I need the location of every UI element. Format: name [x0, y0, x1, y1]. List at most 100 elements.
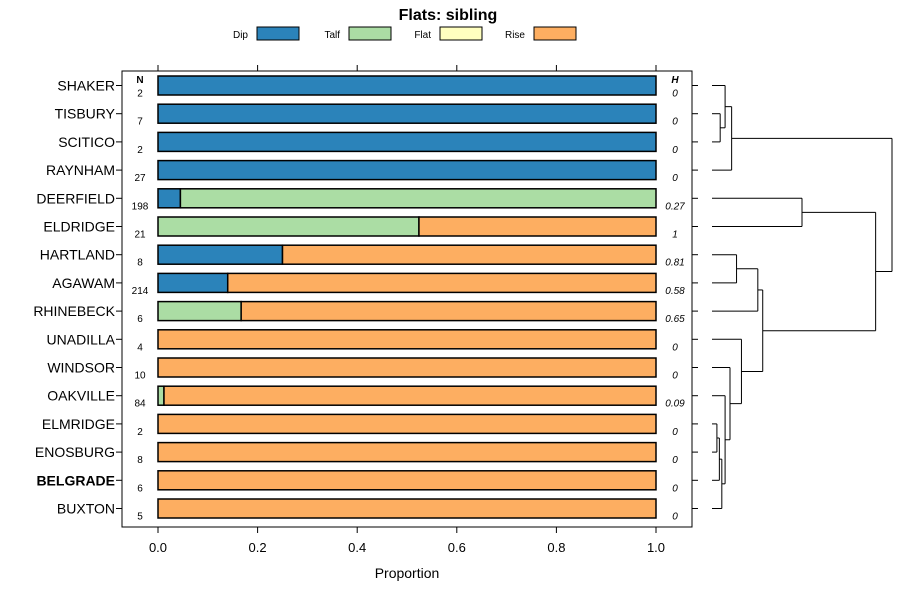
bar-rise — [226, 272, 657, 294]
bar-rows: SHAKER 2 0 TISBURY 7 0 SCITICO 2 0 RAYNHAM 27 0 DEER… — [33, 75, 698, 523]
category-label: SHAKER — [57, 78, 115, 94]
n-value: 27 — [134, 173, 146, 184]
row-oakville: OAKVILLE 84 0.09 — [47, 385, 698, 410]
legend-swatch-talf — [348, 26, 392, 41]
row-scitico: SCITICO 2 0 — [58, 131, 698, 156]
row-shaker: SHAKER 2 0 — [57, 75, 698, 100]
category-label: ENOSBURG — [35, 444, 115, 460]
category-label: TISBURY — [55, 106, 116, 122]
bar-rise — [157, 498, 657, 519]
bar-rise — [163, 385, 657, 406]
bar-rise — [157, 357, 657, 378]
chart-title: Flats: sibling — [399, 7, 498, 24]
legend: Dip Talf Flat Rise — [233, 26, 577, 41]
h-value: 0 — [672, 117, 678, 128]
n-header: N — [136, 75, 143, 86]
category-label: RAYNHAM — [46, 162, 115, 178]
bar-rise — [418, 216, 657, 237]
bar-talf — [157, 385, 165, 406]
row-windsor: WINDSOR 10 0 — [47, 357, 698, 382]
category-label: BELGRADE — [36, 472, 115, 488]
h-value: 0 — [672, 145, 678, 156]
category-label: OAKVILLE — [47, 388, 115, 404]
row-raynham: RAYNHAM 27 0 — [46, 159, 698, 184]
row-elmridge: ELMRIDGE 2 0 — [42, 413, 698, 438]
n-value: 8 — [137, 258, 143, 269]
bar-talf — [179, 188, 657, 209]
legend-swatch-flat — [439, 26, 483, 41]
row-deerfield: DEERFIELD 198 0.27 — [36, 188, 698, 212]
h-value: 0 — [672, 173, 678, 184]
n-value: 2 — [137, 145, 143, 156]
h-value: 0.58 — [665, 286, 685, 297]
bar-dip — [157, 131, 657, 153]
category-label: SCITICO — [58, 134, 115, 150]
x-tick-label: 0.2 — [249, 540, 267, 555]
n-value: 6 — [137, 314, 143, 325]
n-value: 4 — [137, 342, 143, 353]
x-axis-label: Proportion — [375, 565, 440, 581]
row-eldridge: ELDRIDGE 21 1 — [43, 216, 698, 241]
n-value: 7 — [137, 117, 143, 128]
bar-talf — [157, 300, 242, 322]
h-value: 0.65 — [665, 314, 685, 325]
row-rhinebeck: RHINEBECK 6 0.65 — [33, 300, 698, 325]
h-value: 0.09 — [665, 399, 685, 410]
bar-dip — [157, 244, 284, 265]
bar-rise — [157, 329, 657, 350]
x-tick-label: 0.8 — [547, 540, 565, 555]
h-value: 0 — [672, 371, 678, 382]
h-value: 0 — [672, 455, 678, 466]
category-label: ELMRIDGE — [42, 416, 115, 432]
legend-label-talf: Talf — [324, 30, 340, 41]
bar-rise — [157, 441, 657, 463]
category-label: BUXTON — [57, 501, 115, 517]
h-value: 1 — [672, 230, 678, 241]
plot-frame — [121, 70, 693, 528]
x-tick-label: 0.6 — [448, 540, 466, 555]
bar-rise — [157, 413, 657, 435]
n-value: 8 — [137, 455, 143, 466]
bar-rise — [240, 300, 657, 322]
legend-swatch-dip — [256, 26, 300, 41]
h-value: 0.27 — [665, 201, 685, 212]
h-header: H — [671, 75, 679, 86]
legend-label-rise: Rise — [505, 30, 525, 41]
bar-rise — [157, 470, 657, 491]
x-tick-label: 0.4 — [348, 540, 366, 555]
row-belgrade: BELGRADE 6 0 — [36, 470, 698, 494]
n-value: 10 — [134, 371, 146, 382]
category-label: ELDRIDGE — [43, 219, 115, 235]
row-unadilla: UNADILLA 4 0 — [47, 329, 698, 353]
row-hartland: HARTLAND 8 0.81 — [40, 244, 698, 269]
n-value: 2 — [137, 89, 143, 100]
legend-label-dip: Dip — [233, 30, 248, 41]
n-value: 84 — [134, 399, 146, 410]
n-value: 6 — [137, 483, 143, 494]
bar-talf — [157, 216, 420, 237]
dendrogram — [712, 85, 893, 509]
bar-dip — [157, 75, 657, 96]
category-label: HARTLAND — [40, 247, 115, 263]
n-value: 5 — [137, 512, 143, 523]
bar-dip — [157, 272, 229, 294]
x-tick-label: 1.0 — [647, 540, 665, 555]
legend-label-flat: Flat — [414, 30, 431, 41]
row-buxton: BUXTON 5 0 — [57, 498, 698, 523]
category-label: RHINEBECK — [33, 303, 115, 319]
h-value: 0 — [672, 342, 678, 353]
h-value: 0 — [672, 89, 678, 100]
bar-dip — [157, 103, 657, 124]
bar-rise — [281, 244, 657, 265]
category-label: WINDSOR — [47, 360, 115, 376]
row-tisbury: TISBURY 7 0 — [55, 103, 698, 128]
category-label: DEERFIELD — [36, 190, 115, 206]
row-enosburg: ENOSBURG 8 0 — [35, 441, 698, 466]
n-value: 214 — [132, 286, 149, 297]
x-tick-label: 0.0 — [149, 540, 167, 555]
bar-dip — [157, 159, 657, 181]
h-value: 0 — [672, 427, 678, 438]
h-value: 0.81 — [665, 258, 684, 269]
